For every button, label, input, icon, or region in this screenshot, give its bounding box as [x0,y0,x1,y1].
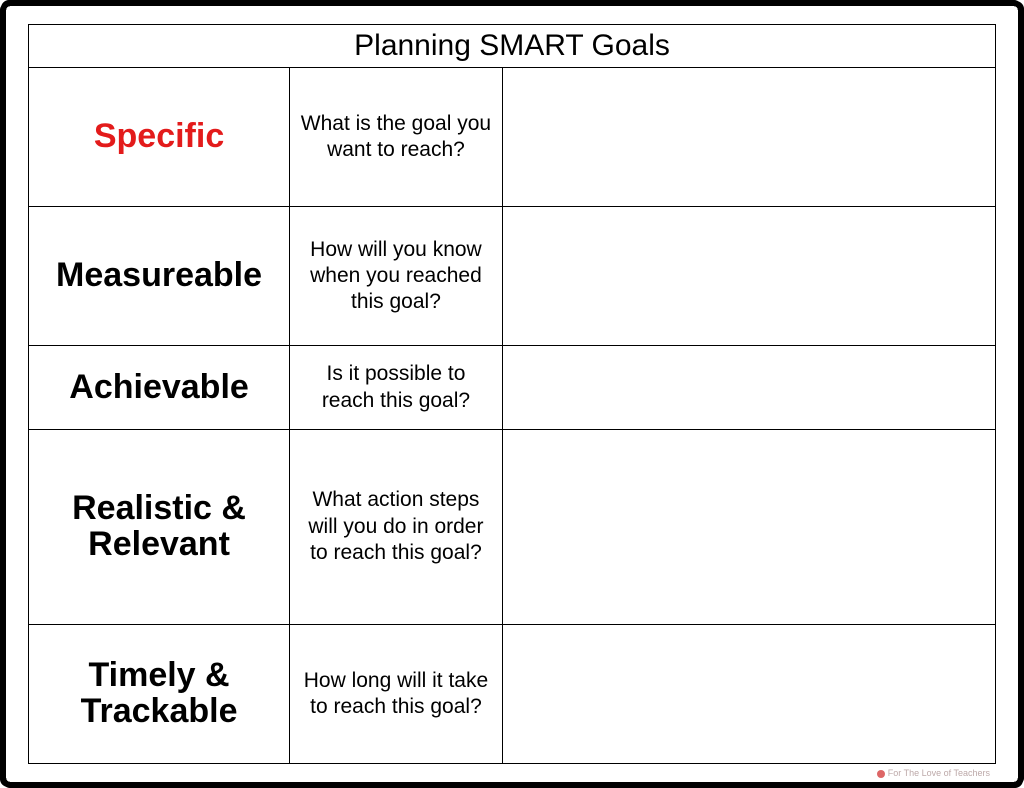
credit-line: For The Love of Teachers [877,768,990,778]
row-prompt: What action steps will you do in order t… [290,429,503,624]
row-label: Timely & Trackable [29,624,290,763]
row-answer[interactable] [502,68,995,207]
row-answer[interactable] [502,346,995,429]
row-prompt: How long will it take to reach this goal… [290,624,503,763]
table-row: Timely & Trackable How long will it take… [29,624,996,763]
table-row: Specific What is the goal you want to re… [29,68,996,207]
flower-icon [877,770,885,778]
row-label: Specific [29,68,290,207]
row-prompt: What is the goal you want to reach? [290,68,503,207]
row-label: Achievable [29,346,290,429]
row-prompt: Is it possible to reach this goal? [290,346,503,429]
smart-goals-table: Planning SMART Goals Specific What is th… [28,24,996,764]
row-label: Measureable [29,207,290,346]
row-prompt: How will you know when you reached this … [290,207,503,346]
table-row: Realistic & Relevant What action steps w… [29,429,996,624]
table-row: Measureable How will you know when you r… [29,207,996,346]
row-answer[interactable] [502,207,995,346]
table-body: Specific What is the goal you want to re… [29,68,996,764]
page-title: Planning SMART Goals [29,25,996,68]
row-label: Realistic & Relevant [29,429,290,624]
row-answer[interactable] [502,624,995,763]
title-row: Planning SMART Goals [29,25,996,68]
worksheet: Planning SMART Goals Specific What is th… [28,24,996,764]
credit-text: For The Love of Teachers [888,768,990,778]
row-answer[interactable] [502,429,995,624]
table-row: Achievable Is it possible to reach this … [29,346,996,429]
